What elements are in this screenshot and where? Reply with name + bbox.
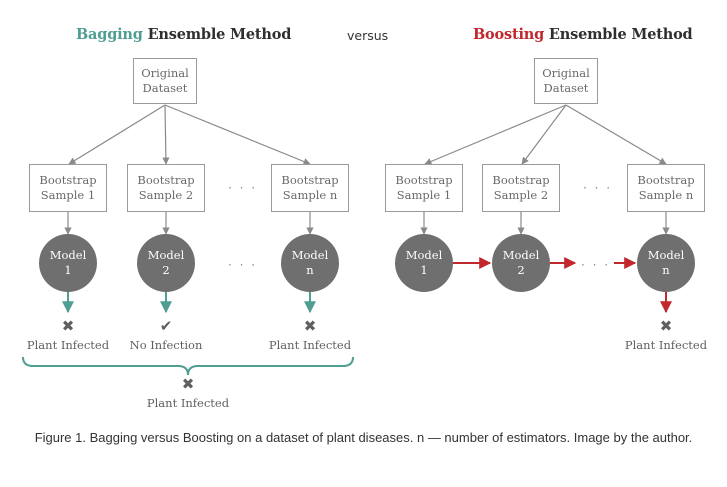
boosting-title-rest: Ensemble Method (544, 26, 693, 43)
bagging-model-2: Model 2 (137, 234, 195, 292)
bagging-final-x-icon: ✖ (181, 375, 195, 393)
boosting-outcome-x-icon: ✖ (659, 317, 673, 335)
bagging-outcome-2-label: No Infection (129, 338, 203, 352)
bagging-bootstrap-sample-n: Bootstrap Sample n (271, 164, 349, 212)
bagging-model-n: Model n (281, 234, 339, 292)
boosting-model-2: Model 2 (492, 234, 550, 292)
bagging-original-dataset: Original Dataset (133, 58, 197, 104)
boosting-title: Boosting Ensemble Method (473, 26, 693, 43)
boosting-sequential-arrows (453, 257, 672, 314)
boosting-model-1: Model 1 (395, 234, 453, 292)
bagging-outcome-1-label: Plant Infected (26, 338, 110, 352)
boosting-original-dataset: Original Dataset (534, 58, 598, 104)
bagging-outcome-1-x-icon: ✖ (61, 317, 75, 335)
bagging-bootstrap-sample-1: Bootstrap Sample 1 (29, 164, 107, 212)
bagging-title: Bagging Ensemble Method (76, 26, 291, 43)
boosting-sample-to-model-arrows (420, 212, 670, 235)
boosting-sample-ellipsis: · · · (583, 181, 613, 195)
boosting-model-n: Model n (637, 234, 695, 292)
bagging-outcome-2-check-icon: ✔ (159, 317, 173, 335)
figure-caption: Figure 1. Bagging versus Boosting on a d… (34, 430, 693, 445)
boosting-bootstrap-sample-n: Bootstrap Sample n (627, 164, 705, 212)
bagging-outcome-n-label: Plant Infected (268, 338, 352, 352)
bagging-model-1: Model 1 (39, 234, 97, 292)
boosting-model-ellipsis: · · · (581, 258, 611, 272)
bagging-bootstrap-sample-2: Bootstrap Sample 2 (127, 164, 205, 212)
boosting-outcome-label: Plant Infected (624, 338, 708, 352)
bagging-model-ellipsis: · · · (228, 258, 258, 272)
bagging-sample-ellipsis: · · · (228, 181, 258, 195)
boosting-bootstrap-sample-1: Bootstrap Sample 1 (385, 164, 463, 212)
bagging-title-rest: Ensemble Method (142, 26, 292, 43)
bagging-final-outcome-label: Plant Infected (146, 396, 230, 410)
versus-label: versus (347, 28, 389, 43)
bagging-title-accent: Bagging (76, 26, 143, 43)
bagging-model-to-outcome-arrows (62, 292, 316, 314)
boosting-title-accent: Boosting (473, 26, 545, 43)
bagging-sample-to-model-arrows (64, 212, 314, 235)
bagging-aggregation-brace (22, 356, 354, 376)
bagging-outcome-n-x-icon: ✖ (303, 317, 317, 335)
boosting-original-to-samples-arrows (424, 104, 667, 165)
boosting-bootstrap-sample-2: Bootstrap Sample 2 (482, 164, 560, 212)
bagging-original-to-samples-arrows (68, 104, 311, 165)
